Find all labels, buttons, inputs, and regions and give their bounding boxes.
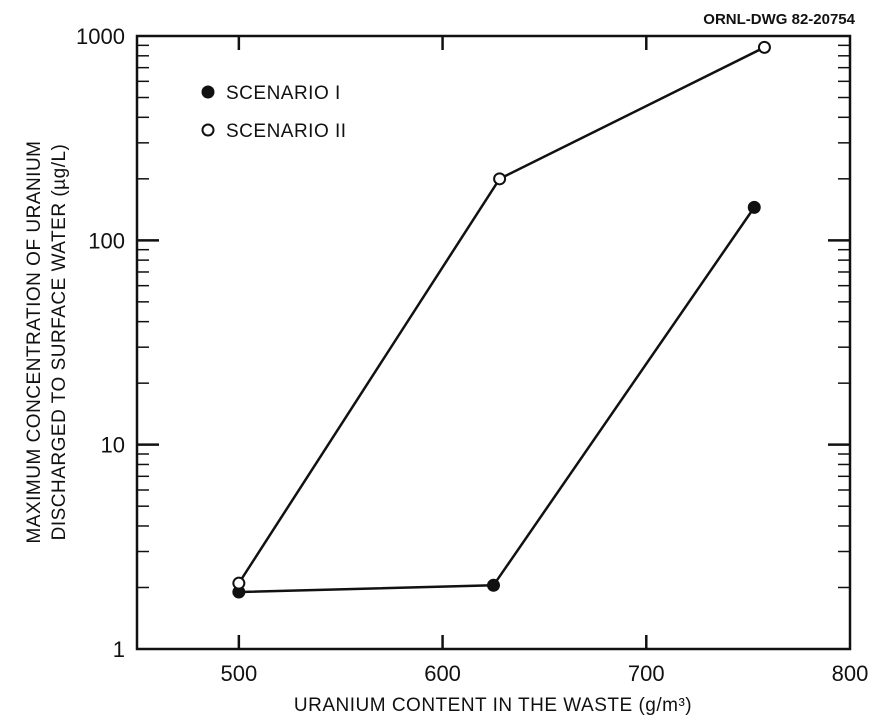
- y-axis-ticks: 1 10 100 1000: [76, 24, 850, 662]
- series-line-scenario-i: [238, 206, 756, 594]
- legend-marker-scenario-ii: [201, 123, 215, 137]
- x-tick-label-500: 500: [220, 661, 257, 686]
- data-point-scenario-ii-1: [493, 172, 507, 186]
- y-axis-title-line-2: DISCHARGED TO SURFACE WATER (µg/L): [49, 144, 70, 541]
- x-tick-label-700: 700: [628, 661, 665, 686]
- legend-label-scenario-ii: SCENARIO II: [226, 121, 347, 142]
- data-point-scenario-i-1: [487, 578, 500, 592]
- y-tick-label-1000: 1000: [76, 24, 125, 49]
- drawing-number: ORNL-DWG 82-20754: [703, 11, 855, 28]
- legend: SCENARIO I SCENARIO II: [201, 83, 347, 142]
- x-axis-title: URANIUM CONTENT IN THE WASTE (g/m³): [294, 695, 692, 716]
- y-tick-label-1: 1: [113, 637, 125, 662]
- data-point-scenario-i-2: [747, 200, 761, 214]
- series-layer: [232, 40, 771, 599]
- x-tick-label-800: 800: [832, 661, 869, 686]
- legend-marker-scenario-i: [201, 85, 215, 99]
- x-tick-label-600: 600: [424, 661, 461, 686]
- y-axis-title: MAXIMUM CONCENTRATION OF URANIUM DISCHAR…: [24, 140, 70, 543]
- data-point-scenario-ii-2: [757, 40, 771, 54]
- y-tick-label-100: 100: [88, 228, 125, 253]
- plot-frame: [135, 34, 852, 651]
- legend-label-scenario-i: SCENARIO I: [226, 83, 341, 104]
- data-point-scenario-ii-0: [232, 576, 246, 590]
- y-tick-label-10: 10: [101, 433, 125, 458]
- y-axis-title-line-1: MAXIMUM CONCENTRATION OF URANIUM: [24, 140, 45, 543]
- x-axis-ticks: 500 600 700 800: [220, 36, 868, 686]
